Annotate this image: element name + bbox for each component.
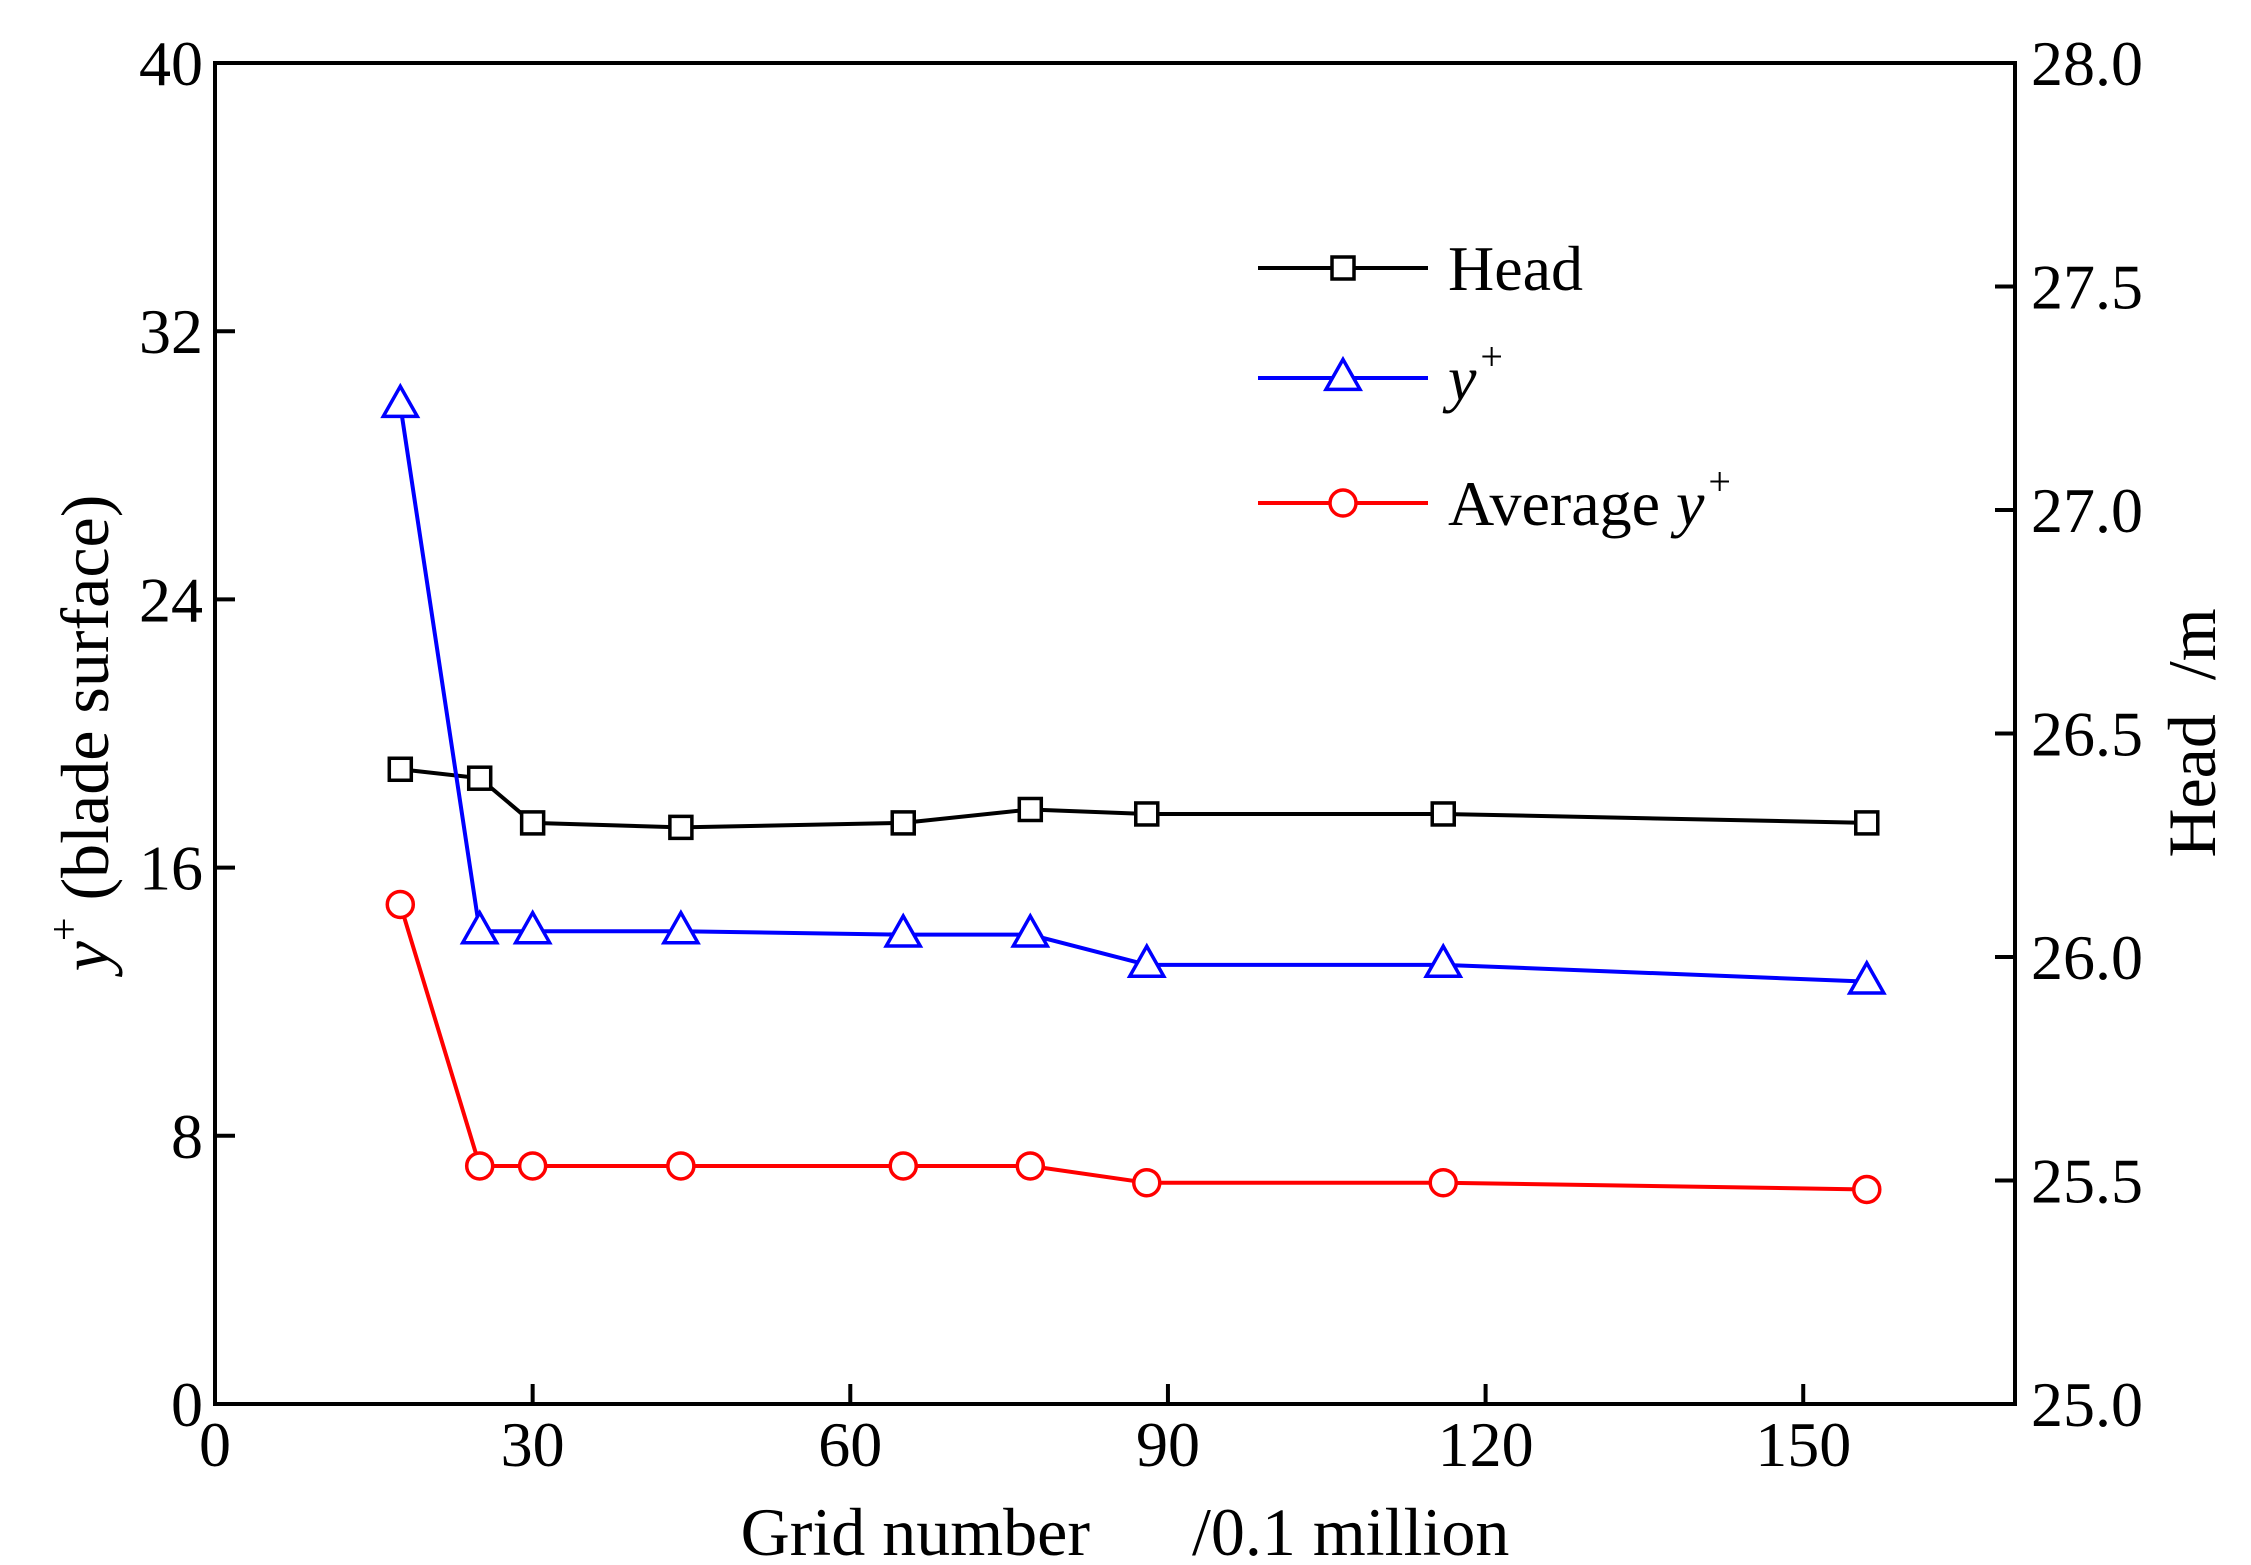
legend: Head y + Average y + (1258, 233, 1731, 539)
data-point-average-y-plus (1852, 1174, 1882, 1205)
x-tick-label: 150 (1755, 1409, 1851, 1480)
plot-frame (213, 61, 2017, 1406)
data-point-y-plus (660, 909, 701, 945)
y-axis-left: 0 8 16 24 32 40 (139, 28, 235, 1440)
data-point-y-plus (459, 909, 500, 945)
x-tick-label: 60 (818, 1409, 882, 1480)
legend-item-head: Head (1258, 233, 1583, 304)
y-tick-label: 8 (171, 1101, 203, 1172)
series-y-plus (380, 382, 1887, 995)
data-point-average-y-plus (1132, 1167, 1162, 1198)
x-tick-label: 120 (1438, 1409, 1534, 1480)
x-axis: 0 30 60 90 120 150 (199, 1384, 1851, 1480)
data-point-y-plus (883, 912, 924, 948)
y-tick-label: 0 (171, 1369, 203, 1440)
legend-label: y + (1442, 334, 1503, 414)
data-point-average-y-plus (666, 1151, 696, 1181)
x-tick-label: 30 (501, 1409, 565, 1480)
y-axis-title-rest: (blade surface) (47, 495, 123, 918)
data-point-head (890, 810, 916, 836)
data-point-head (1017, 796, 1044, 823)
data-point-head (466, 765, 493, 791)
x-axis-title-unit: /0.1 million (1192, 1494, 1509, 1565)
y-axis-right: 25.0 25.5 26.0 26.5 27.0 27.5 28.0 (1995, 28, 2143, 1440)
data-point-average-y-plus (464, 1151, 495, 1181)
y2-tick-label: 26.5 (2031, 699, 2143, 770)
data-point-head (1430, 801, 1456, 827)
data-point-average-y-plus (385, 889, 416, 920)
data-point-average-y-plus (1015, 1151, 1046, 1181)
data-point-head (1854, 810, 1880, 836)
x-tick-label: 90 (1136, 1409, 1200, 1480)
y2-axis-title-name: Head (2154, 714, 2230, 857)
legend-marker (1330, 255, 1356, 281)
legend-label: Head (1448, 233, 1583, 304)
y-axis-title-sup: + (42, 917, 88, 941)
legend-label: Average y + (1448, 459, 1731, 539)
y2-tick-label: 25.0 (2031, 1369, 2143, 1440)
data-point-y-plus (1846, 959, 1887, 995)
legend-marker (1322, 355, 1364, 392)
series-layer (380, 382, 1887, 1205)
y2-tick-label: 26.0 (2031, 922, 2143, 993)
series-average-y-plus (385, 889, 1882, 1205)
legend-marker (1328, 488, 1358, 518)
data-point-y-plus (1126, 942, 1167, 978)
x-axis-title: Grid number /0.1 million (741, 1494, 1510, 1565)
data-point-y-plus (1010, 912, 1051, 948)
series-line-average-y-plus (398, 903, 1867, 1192)
data-point-y-plus (380, 382, 421, 419)
y2-axis-title: Head /m (2154, 608, 2230, 857)
data-point-head (1134, 801, 1160, 827)
data-point-average-y-plus (1428, 1167, 1458, 1198)
data-point-head (387, 756, 414, 783)
x-axis-title-name: Grid number (741, 1494, 1091, 1565)
y-axis-title-symbol: y (47, 940, 123, 977)
y2-tick-label: 28.0 (2031, 28, 2143, 99)
series-line-head (400, 767, 1867, 830)
series-head (387, 756, 1880, 841)
data-point-head (668, 814, 694, 841)
x-tick-label: 0 (199, 1409, 231, 1480)
data-point-y-plus (1423, 942, 1464, 978)
data-point-average-y-plus (517, 1151, 548, 1181)
y-axis-title: y+ (blade surface) (42, 495, 123, 978)
data-point-average-y-plus (888, 1151, 918, 1181)
y2-tick-label: 25.5 (2031, 1146, 2143, 1217)
y-tick-label: 16 (139, 833, 203, 904)
y2-tick-label: 27.0 (2031, 475, 2143, 546)
legend-item-y-plus: y + (1258, 334, 1503, 414)
data-point-y-plus (512, 909, 553, 945)
y2-tick-label: 27.5 (2031, 252, 2143, 323)
y-tick-label: 24 (139, 564, 203, 635)
data-point-head (519, 810, 546, 836)
y-tick-label: 32 (139, 296, 203, 367)
y2-axis-title-unit: /m (2154, 608, 2230, 680)
y-tick-label: 40 (139, 28, 203, 99)
legend-item-average-y-plus: Average y + (1258, 459, 1731, 539)
